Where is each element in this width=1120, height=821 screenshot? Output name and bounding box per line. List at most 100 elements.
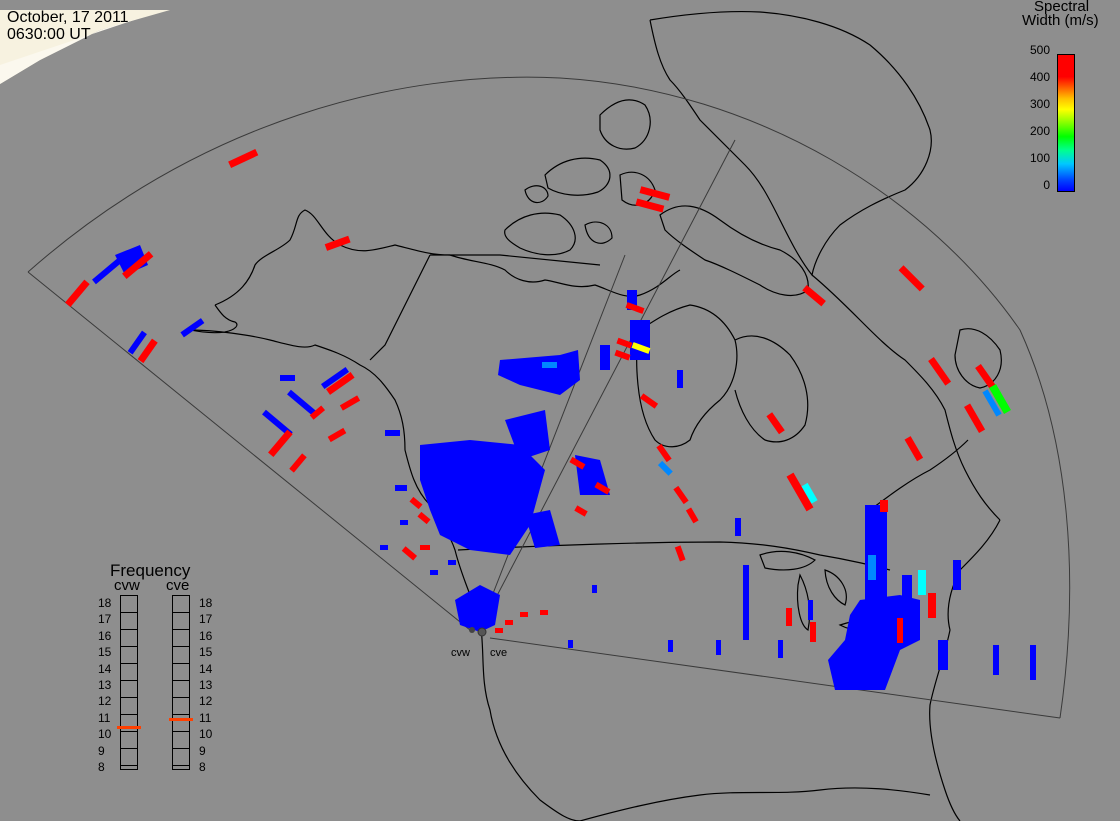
arctic-island-5 [524, 185, 549, 204]
daylight-region [0, 10, 170, 84]
frequency-stack-cve [172, 595, 190, 770]
band-4 [1030, 645, 1036, 680]
colorbar-tick: 300 [1029, 97, 1050, 111]
backscatter-high [65, 148, 999, 643]
lake-michigan [796, 573, 811, 631]
colorbar-tick: 400 [1029, 70, 1050, 84]
frequency-marker-cve [169, 717, 193, 721]
fov-east-edge [489, 637, 1061, 719]
colorbar-title-line1: Spectral [1034, 0, 1090, 15]
radar-sites [469, 627, 487, 637]
frequency-tick: 8 [98, 760, 105, 774]
frequency-tick: 9 [199, 743, 206, 758]
frequency-tick: 17 [199, 612, 213, 627]
site-label-cvw: cvw [451, 647, 470, 659]
alaska-border [369, 254, 431, 361]
band-7 [716, 640, 721, 655]
frequency-tick: 10 [98, 727, 112, 742]
frequency-tick: 12 [98, 694, 112, 709]
frequency-tick: 15 [199, 645, 213, 660]
fov-boundary-2 [477, 254, 626, 633]
site-cve [477, 627, 487, 637]
backscatter-mid [542, 342, 1011, 595]
greenland-coast [649, 10, 932, 277]
st-lawrence [869, 439, 969, 511]
frequency-title: Frequency [110, 561, 191, 580]
gulf-coast [579, 787, 931, 821]
band-15 [630, 320, 650, 360]
frequency-tick: 11 [98, 710, 111, 725]
alaska-west [189, 304, 238, 334]
band-13 [677, 370, 683, 388]
colorbar-title-line2: Width (m/s) [1022, 12, 1099, 29]
frequency-tick: 13 [199, 678, 213, 692]
frequency-tick: 9 [98, 743, 105, 758]
frequency-tick: 18 [98, 596, 112, 610]
blob-se-1 [525, 510, 560, 548]
band-11 [568, 640, 573, 648]
frequency-tick: 13 [98, 678, 112, 692]
site-label-cve: cve [490, 647, 508, 659]
frequency-tick: 12 [199, 694, 213, 709]
band-16 [735, 518, 741, 536]
frequency-tick: 8 [199, 760, 206, 774]
blob-central [420, 440, 545, 555]
band-8 [668, 640, 673, 652]
frequency-radar-cve: cve [166, 577, 190, 594]
arctic-island-6 [584, 221, 613, 244]
band-12 [592, 585, 597, 593]
frequency-tick: 16 [98, 628, 112, 643]
arctic-island-3 [599, 99, 651, 150]
colorbar-tick: 100 [1029, 151, 1050, 165]
band-9 [778, 640, 783, 658]
frequency-tick: 17 [98, 612, 112, 627]
arctic-island-2 [544, 157, 611, 196]
frequency-radar-cvw: cvw [114, 577, 140, 594]
territory-border [430, 254, 601, 266]
frequency-tick: 14 [199, 661, 213, 676]
alaska-north-coast [214, 209, 451, 306]
frequency-stack-cvw [120, 595, 138, 770]
alaska-coast [189, 329, 581, 821]
lake-superior [759, 550, 816, 571]
fov-west-edge [27, 271, 471, 631]
band-14 [627, 290, 637, 310]
frequency-tick: 18 [199, 596, 213, 610]
hudson-bay-east [734, 335, 809, 443]
colorbar-tick: 200 [1029, 124, 1050, 138]
band-6 [743, 565, 749, 640]
frequency-tick: 11 [199, 710, 212, 725]
band-17 [902, 575, 912, 615]
us-canada-border [457, 541, 891, 571]
east-coast [929, 519, 1001, 821]
plot-time: 0630:00 UT [7, 26, 91, 43]
frequency-marker-cvw [117, 726, 141, 729]
frequency-tick: 10 [199, 727, 213, 742]
frequency-tick: 15 [98, 645, 112, 660]
blob-site [455, 585, 500, 632]
baffin-island [659, 205, 809, 297]
newfoundland [954, 328, 1002, 389]
frequency-tick: 16 [199, 628, 213, 643]
colorbar-tick: 0 [1043, 178, 1050, 192]
labrador-coast [811, 274, 1001, 521]
arctic-island-1 [504, 212, 576, 256]
coastlines [189, 10, 1002, 821]
blob-arctic [498, 350, 580, 395]
plot-date: October, 17 2011 [7, 9, 129, 26]
colorbar [1057, 54, 1075, 192]
site-cvw [469, 627, 475, 633]
arctic-coast [449, 254, 681, 297]
colorbar-tick: 500 [1029, 43, 1050, 57]
lake-huron [824, 569, 847, 606]
fov-boundary-1 [477, 139, 736, 633]
frequency-tick: 14 [98, 661, 112, 676]
alaska-segments [92, 257, 456, 575]
blob-ne-1 [505, 410, 550, 460]
fov-outer-arc [27, 76, 1071, 719]
band-3 [993, 645, 999, 675]
band-2 [938, 640, 948, 670]
band-10 [808, 600, 813, 620]
band-5 [953, 560, 961, 590]
